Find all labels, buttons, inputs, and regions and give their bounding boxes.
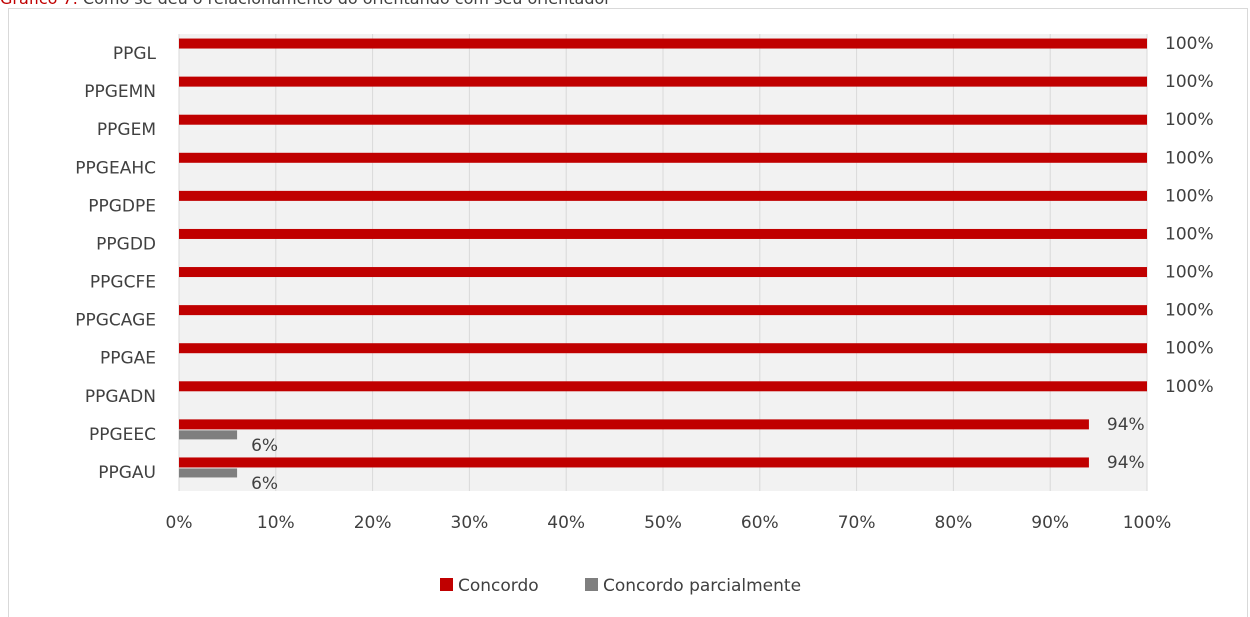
y-tick-label: PPGEAHC [75,158,156,178]
y-tick-label: PPGEEC [89,425,156,445]
data-label-concordo: 100% [1165,110,1214,130]
bar-concordo [179,114,1147,125]
data-labels: 100% 100% 100% 100% 100% 100% 100% 100% 100% 100%… [251,34,1214,494]
x-tick-label: 60% [741,513,779,533]
bar-concordo [179,343,1147,354]
bar-concordo [179,152,1147,163]
x-tick-label: 100% [1123,513,1172,533]
bar-concordo [179,267,1147,278]
bars [179,38,1147,478]
x-axis-labels: 0% 10% 20% 30% 40% 50% 60% 70% 80% 90% 100% [166,513,1172,533]
gridlines [275,34,1148,491]
data-label-concordo: 100% [1165,34,1214,54]
legend-swatch [585,578,598,591]
x-tick-label: 50% [644,513,682,533]
y-tick-label: PPGCFE [90,273,156,293]
legend-label: Concordo parcialmente [603,576,801,596]
data-label-concordo-parcialmente: 6% [251,474,278,494]
bar-concordo-parcialmente [179,468,238,478]
bar-concordo [179,305,1147,316]
legend-label: Concordo [458,576,539,596]
x-tick-label: 70% [838,513,876,533]
caption-lead: Gráfico 7. [0,0,78,8]
legend: Concordo Concordo parcialmente [440,576,801,596]
x-tick-label: 30% [451,513,489,533]
bar-concordo [179,457,1089,468]
legend-item-concordo: Concordo [440,576,539,596]
y-tick-label: PPGAE [100,349,156,369]
bar-concordo [179,228,1147,239]
x-tick-label: 40% [547,513,585,533]
legend-item-concordo-parcialmente: Concordo parcialmente [585,576,801,596]
bar-concordo-parcialmente [179,430,238,440]
data-label-concordo-parcialmente: 6% [251,436,278,456]
data-label-concordo: 100% [1165,339,1214,359]
data-label-concordo: 94% [1107,415,1145,435]
data-label-concordo: 100% [1165,186,1214,206]
bar-concordo [179,381,1147,392]
y-tick-label: PPGEMN [84,82,156,102]
data-label-concordo: 94% [1107,453,1145,473]
y-axis-labels: PPGL PPGEMN PPGEM PPGEAHC PPGDPE PPGDD PPGCFE P… [75,44,156,483]
bar-concordo [179,190,1147,201]
y-tick-label: PPGADN [85,387,156,407]
y-tick-label: PPGDD [96,234,156,254]
data-label-concordo: 100% [1165,377,1214,397]
y-tick-label: PPGL [113,44,157,64]
caption-text: Como se deu o relacionamento do orientan… [83,0,611,8]
x-tick-label: 10% [257,513,295,533]
data-label-concordo: 100% [1165,224,1214,244]
x-tick-label: 20% [354,513,392,533]
chart-frame [8,8,1248,617]
x-tick-label: 0% [166,513,193,533]
y-tick-label: PPGAU [98,463,156,483]
y-tick-label: PPGCAGE [75,311,156,331]
y-tick-label: PPGDPE [88,196,156,216]
x-tick-label: 80% [935,513,973,533]
bar-concordo [179,76,1147,87]
bar-concordo [179,38,1147,49]
data-label-concordo: 100% [1165,301,1214,321]
legend-swatch [440,578,453,591]
data-label-concordo: 100% [1165,148,1214,168]
data-label-concordo: 100% [1165,263,1214,283]
bar-concordo [179,419,1089,430]
chart-caption: Gráfico 7. Como se deu o relacionamento … [0,0,611,9]
data-label-concordo: 100% [1165,72,1214,92]
y-tick-label: PPGEM [97,120,156,140]
x-tick-label: 90% [1031,513,1069,533]
